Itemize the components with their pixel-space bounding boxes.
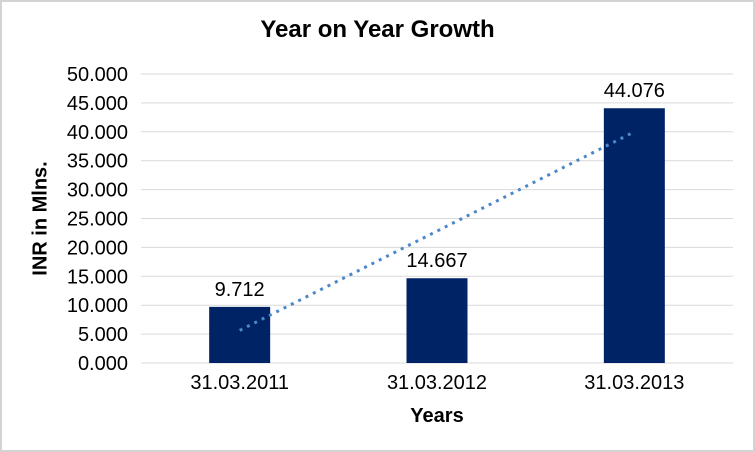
y-tick-label: 40.000	[67, 122, 128, 144]
data-label: 14.667	[406, 250, 467, 272]
category-label: 31.03.2011	[190, 372, 289, 394]
y-tick-label: 20.000	[67, 237, 128, 259]
y-tick-label: 10.000	[67, 295, 128, 317]
y-tick-label: 15.000	[67, 266, 128, 288]
category-label: 31.03.2012	[387, 372, 487, 394]
bar	[406, 278, 468, 363]
bar	[603, 108, 665, 363]
y-axis-title-container: INR in Mlns.	[12, 74, 70, 363]
chart-title: Year on Year Growth	[260, 16, 495, 43]
y-tick-label: 30.000	[67, 180, 128, 202]
y-tick-label: 50.000	[67, 64, 128, 86]
bar	[209, 306, 271, 363]
y-tick-label: 45.000	[67, 93, 128, 115]
data-label: 9.712	[215, 279, 265, 301]
y-tick-label: 5.000	[78, 324, 128, 346]
y-tick-label: 25.000	[67, 209, 128, 231]
y-tick-label: 35.000	[67, 151, 128, 173]
category-label: 31.03.2013	[584, 372, 684, 394]
y-axis-title: INR in Mlns.	[29, 161, 52, 276]
data-label: 44.076	[604, 80, 665, 102]
y-tick-label: 0.000	[78, 353, 128, 375]
x-axis-title: Years	[410, 405, 464, 427]
